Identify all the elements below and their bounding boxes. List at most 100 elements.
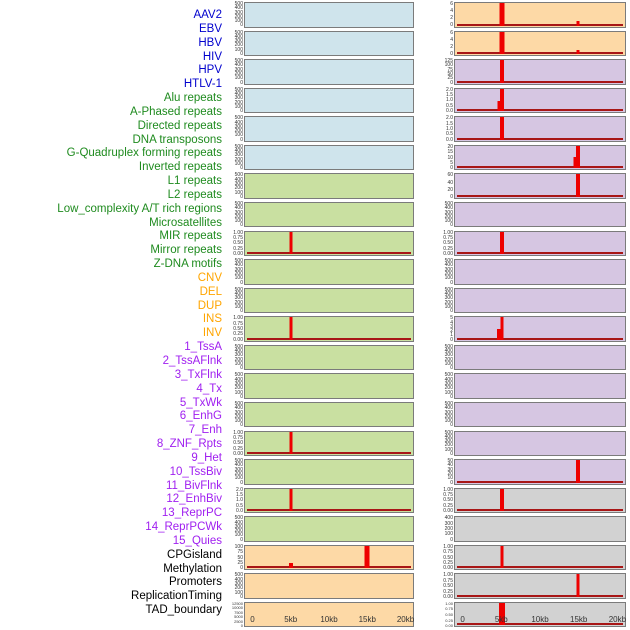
spike-bar <box>499 117 504 140</box>
y-tick-label: 300 <box>234 95 243 102</box>
y-axis-ticks: 2.0 1.5 1.0 0.5 0.0 <box>436 87 454 114</box>
y-tick-label: 300 <box>444 209 453 216</box>
y-tick-label: 100 <box>444 389 453 396</box>
y-tick-label: 500 <box>234 29 243 36</box>
y-tick-label: 0.0 <box>236 508 243 515</box>
y-tick-label: 3 <box>450 323 453 330</box>
baseline <box>456 137 624 140</box>
baseline <box>456 194 624 197</box>
y-tick-label: 300 <box>444 409 453 416</box>
track-plot <box>244 373 414 399</box>
track-plot <box>454 401 626 428</box>
y-tick-label: 200 <box>444 356 453 363</box>
y-tick-label: 75 <box>447 66 453 73</box>
y-tick-label: 300 <box>234 9 243 16</box>
y-tick-label: 200 <box>234 471 243 477</box>
plot-row: 400 300 200 100 0 <box>436 516 626 542</box>
y-tick-label: 5 <box>450 315 453 322</box>
track-plot <box>454 573 626 599</box>
y-tick-label: 2 <box>450 43 453 50</box>
y-tick-label: 6 <box>450 29 453 36</box>
y-tick-label: 100 <box>234 418 243 425</box>
y-tick-label: 500 <box>444 200 453 207</box>
y-tick-label: 0.75 <box>233 320 243 327</box>
y-tick-label: 0 <box>240 593 243 600</box>
x-tick-label: 5kb <box>284 615 298 624</box>
track-plot <box>454 144 626 171</box>
y-tick-label: 300 <box>234 181 243 187</box>
feature-labels: AAV2 EBV HBV HIV HPV HTLV-1 Alu repeats A-Phase… <box>0 0 224 630</box>
y-tick-label: 0.50 <box>233 240 243 247</box>
y-tick-label: 100 <box>234 543 243 550</box>
y-tick-label: 50 <box>447 71 453 78</box>
plot-row: 500 400 300 200 100 0 <box>226 116 414 142</box>
feature-label: DEL <box>199 285 222 298</box>
y-tick-label: 500 <box>444 258 453 265</box>
y-axis-ticks: 100 75 50 25 0 <box>226 543 244 571</box>
y-tick-label: 400 <box>234 33 243 40</box>
y-tick-label: 500 <box>234 372 243 379</box>
y-axis-ticks: 500 400 300 200 100 0 <box>226 373 244 399</box>
track-plot <box>244 116 414 142</box>
y-axis-ticks: 500 400 300 200 100 0 <box>226 516 244 542</box>
y-axis-ticks: 500 400 300 200 100 0 <box>436 200 454 227</box>
track-plot <box>244 173 414 199</box>
y-tick-label: 0.00 <box>443 593 453 600</box>
y-tick-label: 400 <box>444 433 453 440</box>
feature-label: 13_ReprPC <box>161 507 222 520</box>
y-axis-ticks: 1.00 0.75 0.50 0.25 0.00 <box>226 316 244 343</box>
y-tick-label: 4 <box>450 8 453 15</box>
y-tick-label: 125 <box>444 58 453 65</box>
plot-row: 500 400 300 200 100 0 <box>226 344 414 371</box>
y-tick-label: 10 <box>447 475 453 482</box>
y-tick-label: 200 <box>234 13 243 20</box>
spike-bar <box>499 2 505 26</box>
y-tick-label: 1.00 <box>445 600 453 606</box>
x-tick-label: 20kb <box>608 615 627 624</box>
plot-row: 500 400 300 200 100 0 <box>226 516 414 542</box>
x-tick-label: 0 <box>460 615 465 624</box>
y-tick-label: 200 <box>234 71 243 78</box>
plot-row: 500 400 300 200 100 0 <box>226 259 414 285</box>
y-tick-label: 0.00 <box>443 565 453 572</box>
y-tick-label: 200 <box>234 385 243 392</box>
feature-label: HPV <box>198 64 222 77</box>
track-plot <box>244 430 414 457</box>
baseline <box>456 80 624 83</box>
baseline <box>246 452 412 455</box>
y-tick-label: 10000 <box>231 605 243 611</box>
spike-bar <box>497 101 501 112</box>
feature-label: INS <box>202 313 222 326</box>
y-tick-label: 100 <box>234 303 243 310</box>
plot-row: 500 400 300 200 100 0 <box>226 86 414 114</box>
y-tick-label: 0.75 <box>443 549 453 556</box>
y-axis-ticks: 12500 10000 7500 5000 2500 0 <box>226 601 244 628</box>
y-tick-label: 10 <box>447 154 453 161</box>
feature-label: 2_TssAFlnk <box>162 355 222 367</box>
plot-column-left: 500 400 300 200 100 0 500 400 300 200 100 0 500 400 30… <box>226 0 415 630</box>
y-tick-label: 200 <box>444 526 453 532</box>
y-axis-ticks: 20 15 10 5 0 <box>436 144 454 171</box>
y-tick-label: 500 <box>234 86 243 93</box>
y-tick-label: 20 <box>447 186 453 193</box>
feature-label: L2 repeats <box>167 188 222 201</box>
track-plot <box>244 59 414 85</box>
y-tick-label: 400 <box>234 290 243 297</box>
y-tick-label: 300 <box>444 438 453 445</box>
y-tick-label: 100 <box>444 446 453 453</box>
y-tick-label: 200 <box>234 413 243 420</box>
x-tick-label: 15kb <box>570 615 588 624</box>
feature-label: 10_TssBiv <box>169 465 222 478</box>
y-tick-label: 30 <box>447 466 453 473</box>
y-axis-ticks: 2.0 1.5 1.0 0.5 0.0 <box>436 116 454 143</box>
spike-bar <box>500 545 504 569</box>
y-axis-ticks: 1.00 0.75 0.50 0.25 0.00 <box>436 230 454 257</box>
plot-row: 1.00 0.75 0.50 0.25 0.00 <box>436 487 626 514</box>
y-tick-label: 0.25 <box>443 245 453 252</box>
y-tick-label: 200 <box>234 213 243 220</box>
y-tick-label: 40 <box>447 462 453 469</box>
y-tick-label: 100 <box>444 531 453 538</box>
spike-bar <box>289 317 293 340</box>
y-tick-label: 1.0 <box>446 97 453 104</box>
y-tick-label: 0.75 <box>443 492 453 499</box>
